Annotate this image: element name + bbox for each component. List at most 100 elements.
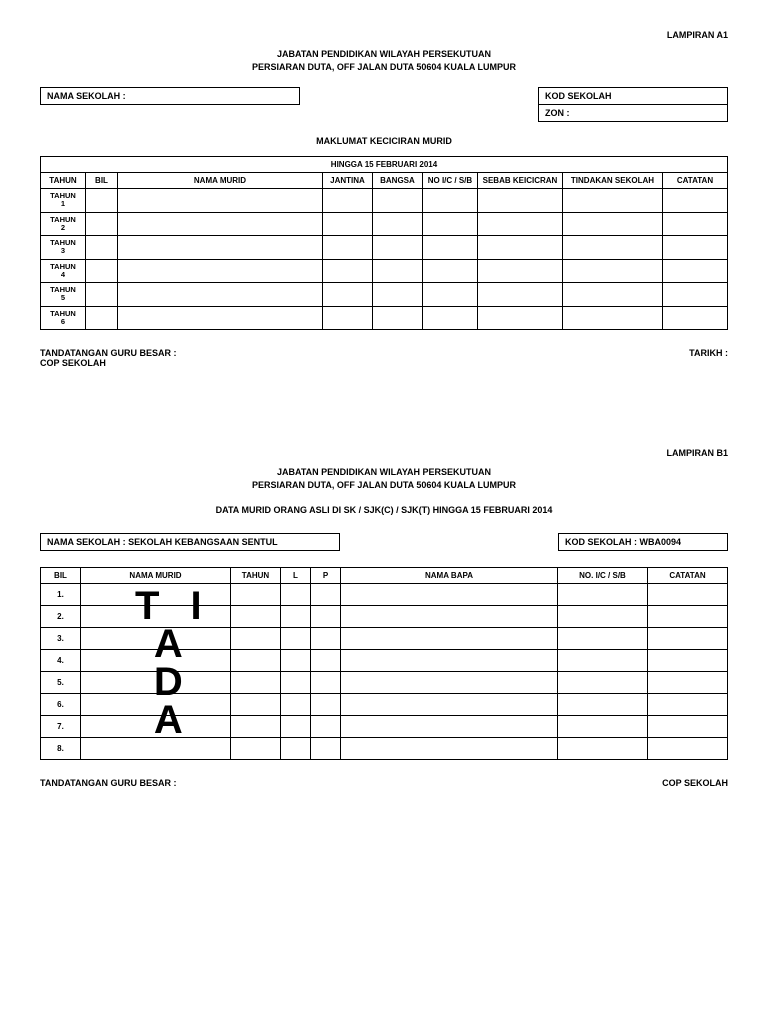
table-row: 4.	[41, 650, 728, 672]
table-cell	[322, 259, 372, 283]
table-b-col-header: NO. I/C / S/B	[558, 568, 648, 584]
table-cell	[648, 672, 728, 694]
table-cell	[81, 584, 231, 606]
table-cell	[562, 212, 662, 236]
school-info-row-a: NAMA SEKOLAH : KOD SEKOLAH ZON :	[40, 87, 728, 122]
table-cell	[322, 236, 372, 260]
header-a-line2: PERSIARAN DUTA, OFF JALAN DUTA 50604 KUA…	[40, 61, 728, 74]
table-cell	[558, 628, 648, 650]
nama-sekolah-field-b: NAMA SEKOLAH : SEKOLAH KEBANGSAAN SENTUL	[40, 533, 340, 551]
table-row: TAHUN6	[41, 306, 728, 330]
table-row: TAHUN1	[41, 189, 728, 213]
table-cell	[558, 672, 648, 694]
table-cell	[281, 738, 311, 760]
table-cell	[86, 283, 118, 307]
bil-cell: 5.	[41, 672, 81, 694]
signature-row-b: TANDATANGAN GURU BESAR : COP SEKOLAH	[40, 778, 728, 788]
table-cell	[231, 694, 281, 716]
table-b-wrap: BILNAMA MURIDTAHUNLPNAMA BAPANO. I/C / S…	[40, 567, 728, 760]
tahun-cell: TAHUN4	[41, 259, 86, 283]
kod-sekolah-field-b: KOD SEKOLAH : WBA0094	[558, 533, 728, 551]
table-cell	[422, 212, 477, 236]
table-a-col-header: SEBAB KEICICRAN	[477, 173, 562, 189]
table-cell	[311, 716, 341, 738]
table-cell	[558, 650, 648, 672]
table-cell	[341, 584, 558, 606]
table-cell	[372, 283, 422, 307]
table-cell	[311, 650, 341, 672]
table-cell	[422, 283, 477, 307]
table-cell	[118, 189, 323, 213]
kod-zon-stack: KOD SEKOLAH ZON :	[538, 87, 728, 122]
table-cell	[118, 212, 323, 236]
table-cell	[341, 716, 558, 738]
table-row: TAHUN2	[41, 212, 728, 236]
table-row: 3.	[41, 628, 728, 650]
tahun-cell: TAHUN2	[41, 212, 86, 236]
header-a-line1: JABATAN PENDIDIKAN WILAYAH PERSEKUTUAN	[40, 48, 728, 61]
table-cell	[81, 738, 231, 760]
table-cell	[281, 672, 311, 694]
table-cell	[662, 236, 727, 260]
table-cell	[372, 236, 422, 260]
table-cell	[558, 716, 648, 738]
table-a-col-header: JANTINA	[322, 173, 372, 189]
table-b-col-header: BIL	[41, 568, 81, 584]
table-cell	[81, 694, 231, 716]
table-b-col-header: NAMA BAPA	[341, 568, 558, 584]
table-cell	[86, 236, 118, 260]
table-cell	[562, 306, 662, 330]
table-a-col-header: TINDAKAN SEKOLAH	[562, 173, 662, 189]
table-cell	[562, 236, 662, 260]
tandatangan-a: TANDATANGAN GURU BESAR :	[40, 348, 177, 358]
table-row: 2.	[41, 606, 728, 628]
table-row: TAHUN4	[41, 259, 728, 283]
table-a-span-header: HINGGA 15 FEBRUARI 2014	[41, 157, 728, 173]
table-cell	[86, 259, 118, 283]
table-cell	[281, 628, 311, 650]
table-cell	[311, 584, 341, 606]
lampiran-a1: LAMPIRAN A1	[40, 30, 728, 40]
table-cell	[422, 189, 477, 213]
table-cell	[648, 738, 728, 760]
table-cell	[86, 306, 118, 330]
table-cell	[81, 628, 231, 650]
tahun-cell: TAHUN6	[41, 306, 86, 330]
table-cell	[341, 650, 558, 672]
table-row: TAHUN3	[41, 236, 728, 260]
table-cell	[341, 694, 558, 716]
bil-cell: 6.	[41, 694, 81, 716]
tahun-cell: TAHUN5	[41, 283, 86, 307]
table-a-col-header: CATATAN	[662, 173, 727, 189]
table-cell	[562, 283, 662, 307]
tandatangan-b: TANDATANGAN GURU BESAR :	[40, 778, 177, 788]
table-cell	[341, 606, 558, 628]
table-cell	[231, 672, 281, 694]
table-cell	[118, 283, 323, 307]
tahun-cell: TAHUN1	[41, 189, 86, 213]
header-b-line1: JABATAN PENDIDIKAN WILAYAH PERSEKUTUAN	[40, 466, 728, 479]
table-a-col-header: NO I/C / S/B	[422, 173, 477, 189]
zon-field: ZON :	[538, 105, 728, 122]
table-cell	[322, 212, 372, 236]
table-cell	[311, 738, 341, 760]
table-cell	[372, 306, 422, 330]
table-cell	[372, 189, 422, 213]
nama-sekolah-field-a: NAMA SEKOLAH :	[40, 87, 300, 105]
table-cell	[477, 212, 562, 236]
school-info-row-b: NAMA SEKOLAH : SEKOLAH KEBANGSAAN SENTUL…	[40, 533, 728, 551]
table-cell	[322, 283, 372, 307]
table-b-col-header: TAHUN	[231, 568, 281, 584]
table-cell	[477, 283, 562, 307]
table-cell	[311, 694, 341, 716]
table-cell	[341, 738, 558, 760]
table-cell	[562, 259, 662, 283]
table-cell	[81, 650, 231, 672]
table-cell	[231, 738, 281, 760]
table-cell	[281, 716, 311, 738]
table-cell	[81, 606, 231, 628]
table-b-col-header: P	[311, 568, 341, 584]
table-cell	[422, 259, 477, 283]
bil-cell: 1.	[41, 584, 81, 606]
bil-cell: 2.	[41, 606, 81, 628]
